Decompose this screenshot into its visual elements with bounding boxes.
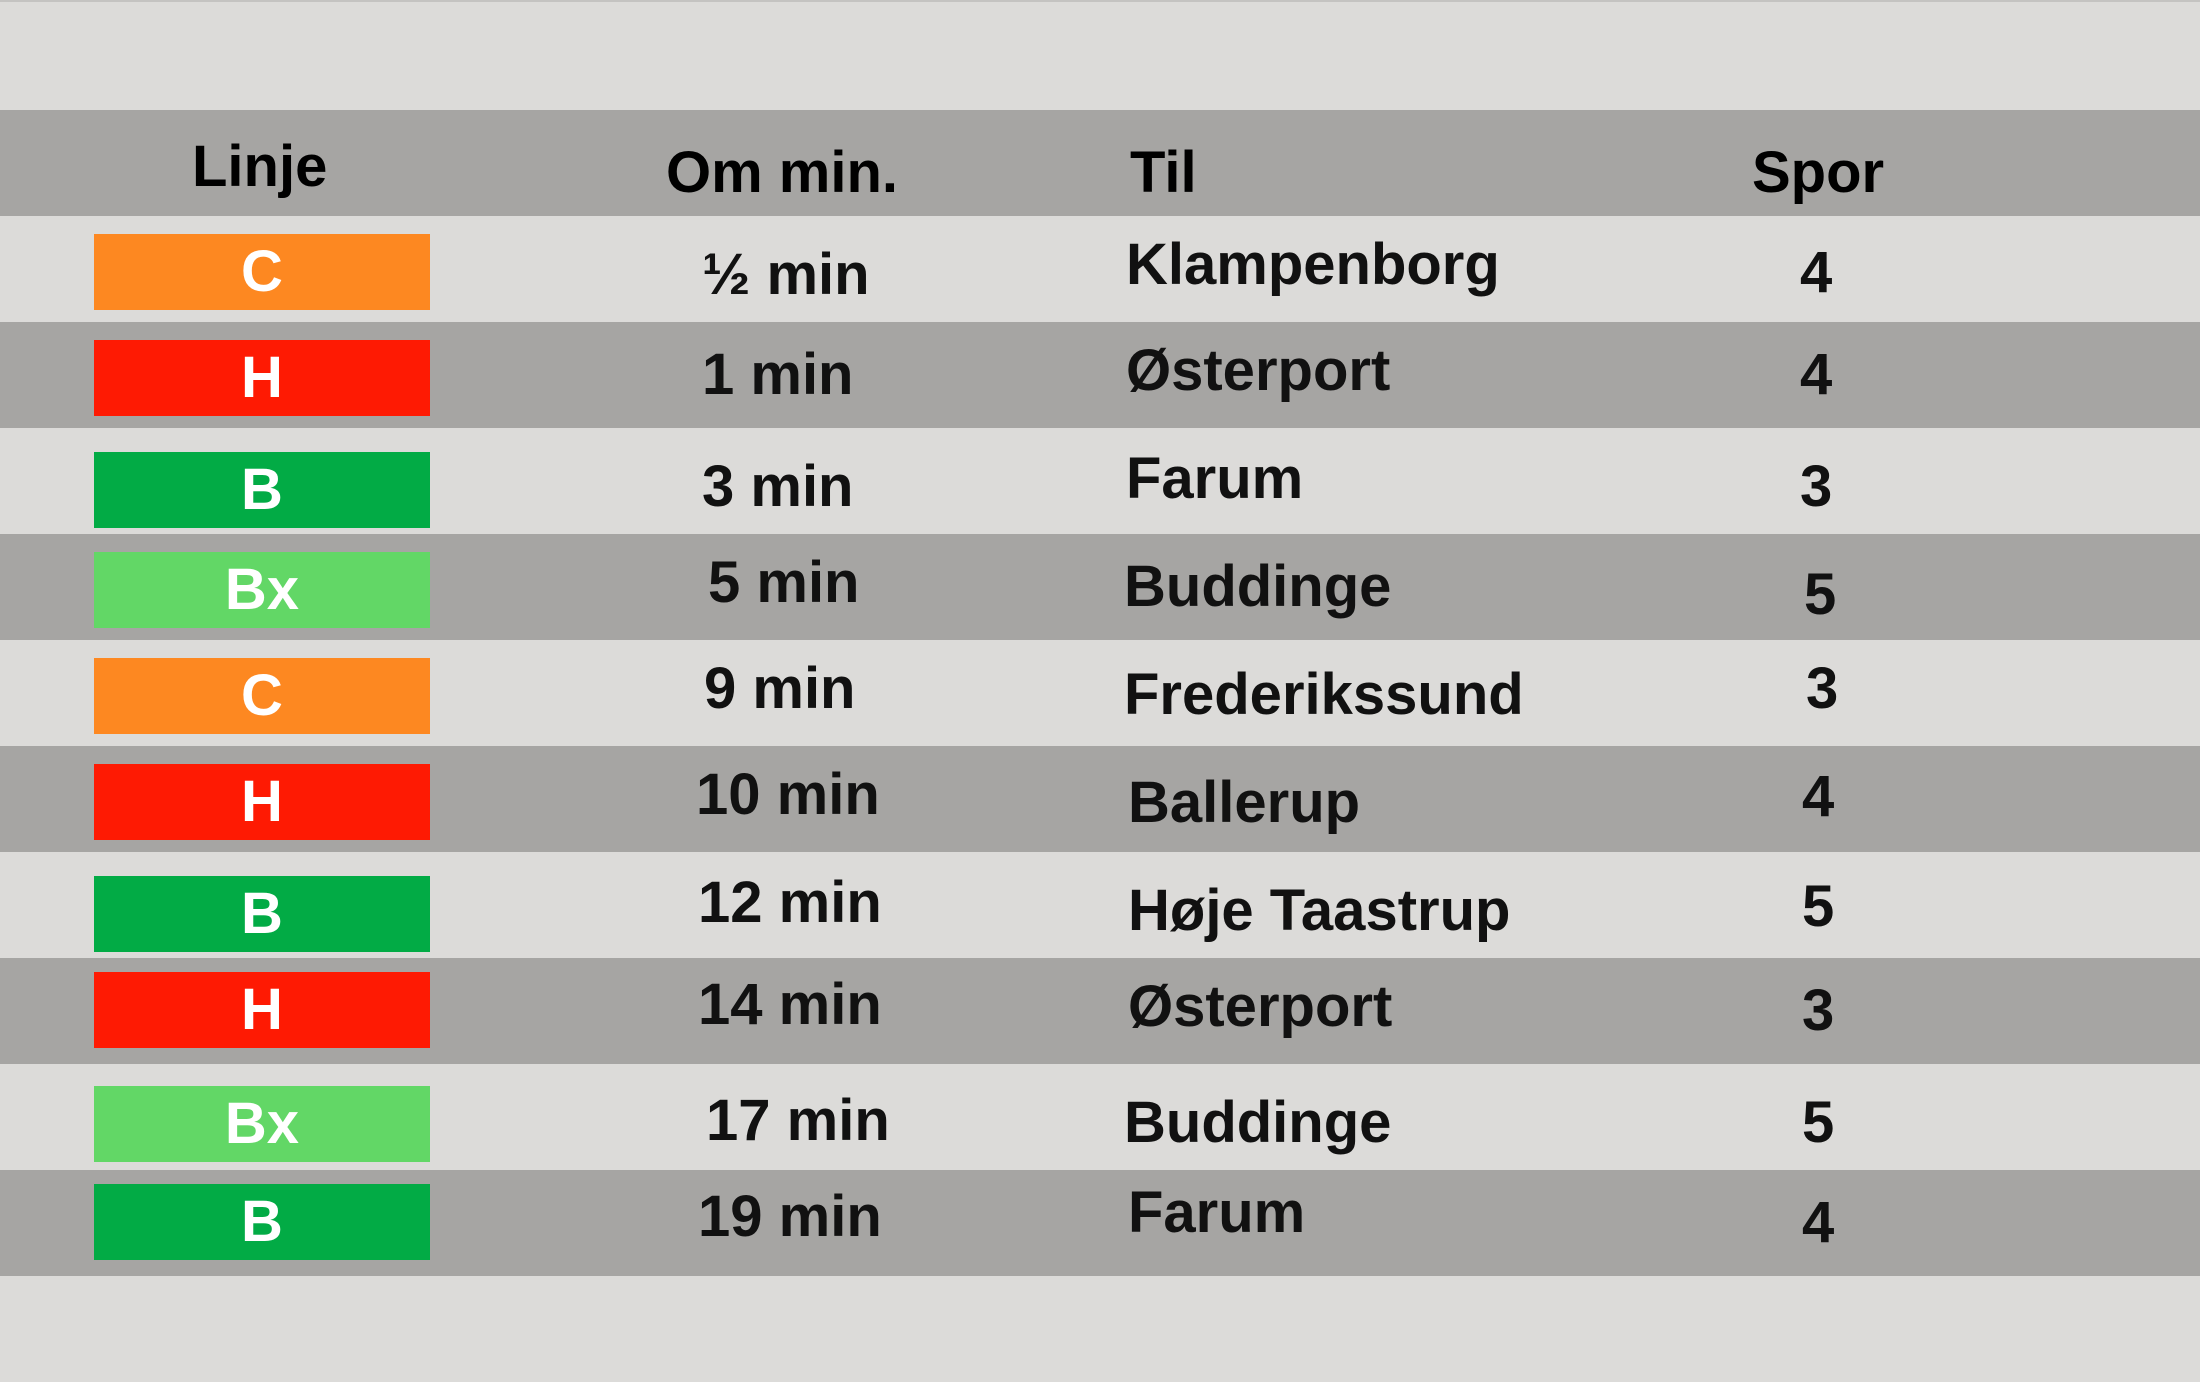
destination-cell: Farum <box>1126 446 1304 511</box>
track-cell: 4 <box>1802 764 1835 829</box>
header-spor: Spor <box>1752 140 1885 205</box>
destination-cell: Ballerup <box>1128 770 1361 835</box>
minutes-cell: 9 min <box>704 656 856 721</box>
line-badge: H <box>94 972 430 1048</box>
destination-cell: Høje Taastrup <box>1128 878 1511 943</box>
line-badge: C <box>94 234 430 310</box>
minutes-cell: 3 min <box>702 454 854 519</box>
minutes-cell: 17 min <box>706 1088 890 1153</box>
header-til: Til <box>1130 140 1197 205</box>
track-cell: 4 <box>1802 1190 1835 1255</box>
track-cell: 5 <box>1802 1090 1835 1155</box>
table-row: B 12 min Høje Taastrup 5 <box>0 852 2200 958</box>
table-row: C 9 min Frederikssund 3 <box>0 640 2200 746</box>
destination-cell: Frederikssund <box>1124 662 1524 727</box>
line-badge: Bx <box>94 1086 430 1162</box>
track-cell: 4 <box>1800 240 1833 305</box>
header-linje: Linje <box>192 134 328 199</box>
table-row: B 3 min Farum 3 <box>0 428 2200 534</box>
track-cell: 5 <box>1802 874 1835 939</box>
track-cell: 3 <box>1802 978 1835 1043</box>
destination-cell: Østerport <box>1126 338 1391 403</box>
line-badge: Bx <box>94 552 430 628</box>
destination-cell: Buddinge <box>1124 1090 1392 1155</box>
minutes-cell: ½ min <box>702 242 870 307</box>
departure-list: C ½ min Klampenborg 4 H 1 min Østerport … <box>0 216 2200 1276</box>
line-badge: H <box>94 340 430 416</box>
line-badge: B <box>94 1184 430 1260</box>
line-badge: C <box>94 658 430 734</box>
table-row: H 10 min Ballerup 4 <box>0 746 2200 852</box>
minutes-cell: 12 min <box>698 870 882 935</box>
header-om-min: Om min. <box>666 140 899 205</box>
track-cell: 3 <box>1800 454 1833 519</box>
minutes-cell: 14 min <box>698 972 882 1037</box>
table-row: Bx 5 min Buddinge 5 <box>0 534 2200 640</box>
track-cell: 4 <box>1800 342 1833 407</box>
minutes-cell: 1 min <box>702 342 854 407</box>
table-row: H 14 min Østerport 3 <box>0 958 2200 1064</box>
line-badge: B <box>94 876 430 952</box>
destination-cell: Østerport <box>1128 974 1393 1039</box>
track-cell: 5 <box>1804 562 1837 627</box>
minutes-cell: 5 min <box>708 550 860 615</box>
destination-cell: Klampenborg <box>1126 232 1500 297</box>
track-cell: 3 <box>1806 656 1839 721</box>
line-badge: H <box>94 764 430 840</box>
table-row: Bx 17 min Buddinge 5 <box>0 1064 2200 1170</box>
minutes-cell: 10 min <box>696 762 880 827</box>
destination-cell: Buddinge <box>1124 554 1392 619</box>
table-header: Linje Om min. Til Spor <box>0 110 2200 216</box>
line-badge: B <box>94 452 430 528</box>
minutes-cell: 19 min <box>698 1184 882 1249</box>
table-row: H 1 min Østerport 4 <box>0 322 2200 428</box>
table-row: B 19 min Farum 4 <box>0 1170 2200 1276</box>
destination-cell: Farum <box>1128 1180 1306 1245</box>
table-row: C ½ min Klampenborg 4 <box>0 216 2200 322</box>
